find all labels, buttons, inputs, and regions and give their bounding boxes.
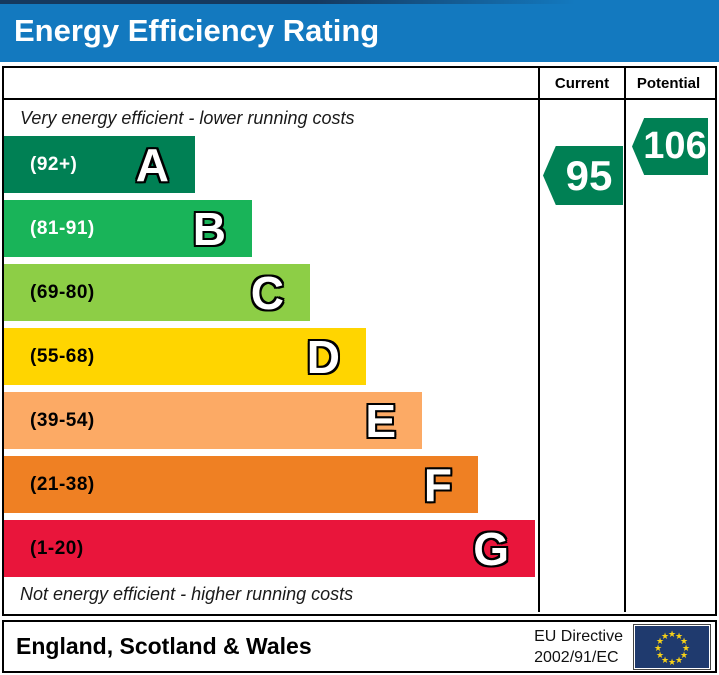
rating-bands-column: Very energy efficient - lower running co… bbox=[4, 100, 540, 612]
band-row-b: (81-91) B bbox=[4, 200, 538, 257]
svg-text:★: ★ bbox=[675, 632, 683, 642]
band-d-range-label: (55-68) bbox=[30, 345, 95, 367]
potential-rating-value: 106 bbox=[643, 125, 707, 167]
band-d-letter: D bbox=[306, 330, 340, 383]
eu-directive-line1: EU Directive bbox=[534, 627, 623, 645]
band-g-range-label: (1-20) bbox=[30, 537, 84, 559]
band-g-letter: G bbox=[473, 522, 509, 575]
svg-text:★: ★ bbox=[675, 656, 683, 666]
column-header-potential: Potential bbox=[636, 74, 701, 92]
potential-rating-arrow: 106 bbox=[632, 118, 708, 175]
current-rating-column: 95 bbox=[540, 100, 626, 612]
top-note: Very energy efficient - lower running co… bbox=[20, 107, 355, 128]
table-body-row: Very energy efficient - lower running co… bbox=[4, 100, 715, 612]
band-b-range-label: (81-91) bbox=[30, 217, 95, 239]
band-e-range-label: (39-54) bbox=[30, 409, 95, 431]
eu-flag-icon: ★ ★ ★ ★ ★ ★ ★ ★ ★ ★ ★ ★ bbox=[633, 623, 711, 670]
band-row-c: (69-80) C bbox=[4, 264, 538, 321]
svg-text:★: ★ bbox=[656, 637, 664, 647]
footer-bar: England, Scotland & Wales EU Directive 2… bbox=[2, 620, 717, 673]
page-title: Energy Efficiency Rating bbox=[14, 13, 380, 48]
rating-band-e: (39-54) E bbox=[4, 392, 422, 449]
band-row-f: (21-38) F bbox=[4, 456, 538, 513]
band-b-letter: B bbox=[192, 202, 226, 255]
footer-region-label: England, Scotland & Wales bbox=[16, 633, 312, 659]
svg-text:★: ★ bbox=[680, 651, 688, 661]
svg-text:★: ★ bbox=[656, 651, 664, 661]
rating-band-c: (69-80) C bbox=[4, 264, 310, 321]
svg-text:★: ★ bbox=[661, 632, 669, 642]
band-c-range-label: (69-80) bbox=[30, 281, 95, 303]
svg-text:★: ★ bbox=[680, 637, 688, 647]
table-header-row: Current Potential bbox=[4, 68, 715, 100]
band-row-d: (55-68) D bbox=[4, 328, 538, 385]
eu-directive-line2: 2002/91/EC bbox=[534, 648, 619, 666]
eu-directive-label: EU Directive 2002/91/EC bbox=[534, 626, 623, 668]
svg-text:★: ★ bbox=[654, 644, 662, 654]
band-row-g: (1-20) G bbox=[4, 520, 538, 577]
svg-text:★: ★ bbox=[661, 656, 669, 666]
current-rating-value: 95 bbox=[565, 151, 613, 199]
band-a-range-label: (92+) bbox=[30, 153, 78, 175]
band-f-range-label: (21-38) bbox=[30, 473, 95, 495]
svg-text:★: ★ bbox=[682, 644, 690, 654]
band-e-letter: E bbox=[365, 394, 396, 447]
rating-band-d: (55-68) D bbox=[4, 328, 366, 385]
rating-band-f: (21-38) F bbox=[4, 456, 478, 513]
rating-table: Current Potential Very energy efficient … bbox=[2, 66, 717, 616]
band-a-letter: A bbox=[135, 138, 169, 191]
band-f-letter: F bbox=[423, 458, 452, 511]
band-row-a: (92+) A bbox=[4, 136, 538, 193]
rating-band-g: (1-20) G bbox=[4, 520, 535, 577]
band-row-e: (39-54) E bbox=[4, 392, 538, 449]
rating-bands: (92+) A (81-91) B (69-80) C bbox=[4, 136, 538, 577]
band-c-letter: C bbox=[250, 266, 284, 319]
svg-text:★: ★ bbox=[668, 658, 676, 668]
header-cell-empty bbox=[4, 68, 540, 98]
svg-text:★: ★ bbox=[668, 630, 676, 640]
column-header-current: Current bbox=[540, 68, 626, 98]
bottom-note: Not energy efficient - higher running co… bbox=[20, 584, 354, 604]
rating-band-a: (92+) A bbox=[4, 136, 195, 193]
potential-rating-column: 106 bbox=[626, 100, 711, 612]
title-bar: Energy Efficiency Rating bbox=[0, 0, 719, 62]
current-rating-arrow: 95 bbox=[543, 146, 623, 205]
rating-band-b: (81-91) B bbox=[4, 200, 252, 257]
